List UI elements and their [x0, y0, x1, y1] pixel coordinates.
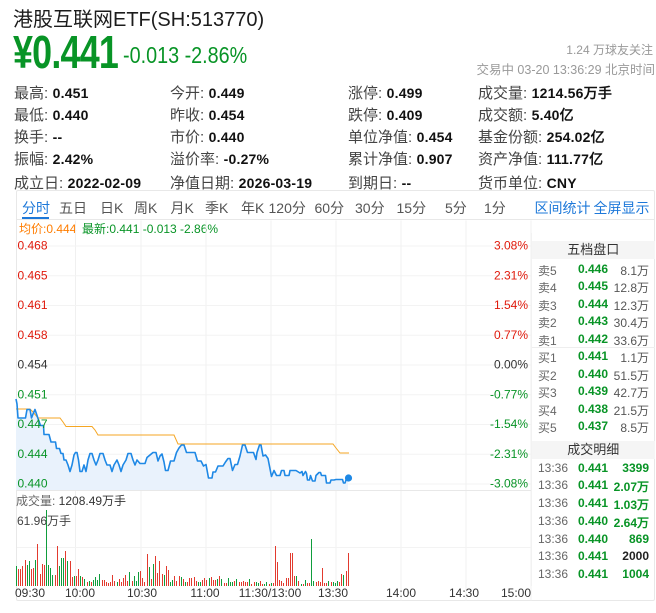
svg-text:0.458: 0.458: [18, 328, 48, 342]
svg-text:-1.54%: -1.54%: [490, 417, 528, 431]
svg-text:-3.08%: -3.08%: [490, 477, 528, 491]
svg-text:0.454: 0.454: [18, 358, 48, 372]
svg-text:0.468: 0.468: [18, 239, 48, 253]
svg-text:-0.77%: -0.77%: [490, 387, 528, 401]
svg-text:13:30: 13:30: [318, 586, 348, 600]
svg-text:15:00: 15:00: [501, 586, 531, 600]
svg-text:0.461: 0.461: [18, 298, 48, 312]
svg-text:10:00: 10:00: [65, 586, 95, 600]
svg-text:-2.31%: -2.31%: [490, 447, 528, 461]
svg-text:3.08%: 3.08%: [494, 239, 528, 253]
svg-text:0.444: 0.444: [18, 447, 48, 461]
svg-text:0.77%: 0.77%: [494, 328, 528, 342]
svg-text:11:30/13:00: 11:30/13:00: [239, 586, 302, 600]
svg-text:1.54%: 1.54%: [494, 298, 528, 312]
svg-text:0.465: 0.465: [18, 268, 48, 282]
svg-text:11:00: 11:00: [190, 586, 219, 600]
svg-text:0.451: 0.451: [18, 387, 48, 401]
svg-text:2.31%: 2.31%: [494, 268, 528, 282]
svg-text:0.00%: 0.00%: [494, 358, 528, 372]
svg-text:0.447: 0.447: [18, 417, 48, 431]
svg-text:14:00: 14:00: [386, 586, 416, 600]
svg-text:09:30: 09:30: [15, 586, 45, 600]
svg-text:14:30: 14:30: [449, 586, 479, 600]
svg-text:0.440: 0.440: [18, 477, 48, 491]
svg-text:10:30: 10:30: [127, 586, 157, 600]
